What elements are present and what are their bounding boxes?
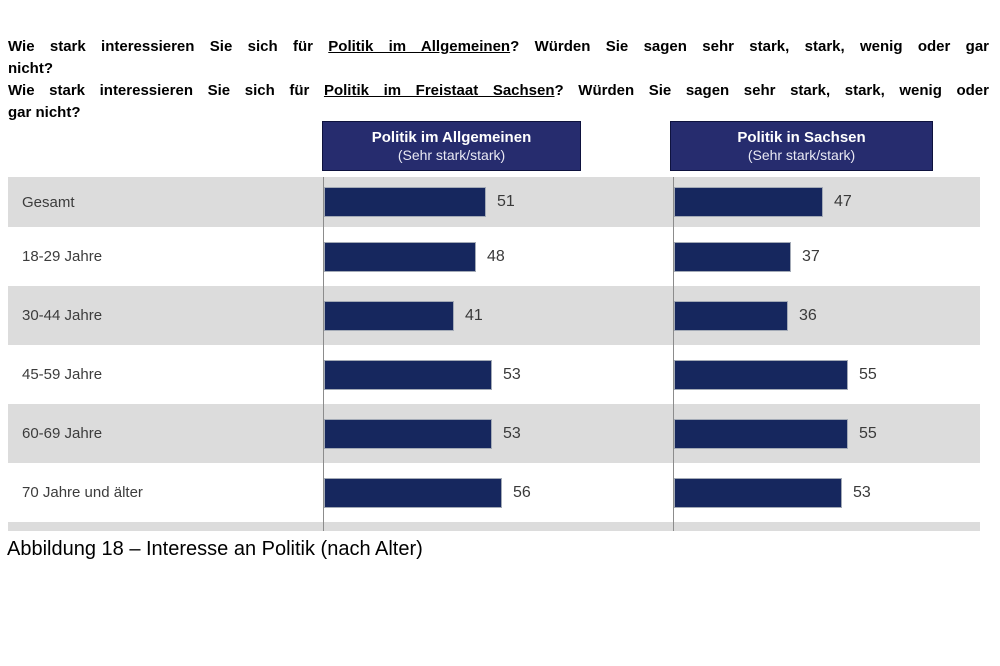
bar-value: 36 [799, 306, 817, 324]
question-underlined-phrase: Politik im Allgemeinen [328, 38, 511, 55]
column-header-subtitle: (Sehr stark/stark) [747, 147, 856, 163]
row-label: 30-44 Jahre [22, 307, 103, 324]
bar [674, 300, 788, 331]
bar [674, 187, 823, 217]
bar-group: 36 [674, 286, 817, 345]
question-underlined-phrase: Politik im Freistaat Sachsen [323, 82, 555, 99]
question-text: Wie stark interessieren Sie sich für [8, 38, 329, 55]
question-text: nicht? [8, 60, 53, 77]
bar [674, 418, 848, 449]
column-header-sachsen: Politik in Sachsen (Sehr stark/stark) [670, 121, 933, 171]
bar-value: 55 [859, 424, 877, 442]
row-label: 70 Jahre und älter [22, 484, 143, 501]
bar-value: 47 [834, 193, 852, 210]
bar [324, 187, 486, 217]
bar [324, 418, 492, 449]
bar-group: 53 [324, 345, 521, 404]
row-label: Gesamt [22, 193, 75, 211]
bar [324, 300, 454, 331]
bar [324, 241, 476, 272]
row-label: 60-69 Jahre [22, 425, 103, 442]
bar [324, 359, 492, 390]
row-label: 18-29 Jahre [22, 248, 103, 265]
bar [674, 477, 842, 508]
question-text: ? Würden Sie sagen sehr stark, stark, we… [510, 38, 989, 55]
bar-value: 55 [859, 365, 877, 383]
table-row: Gesamt 51 47 [8, 177, 980, 227]
column-header-title: Politik in Sachsen [737, 129, 866, 146]
bar-group: 37 [674, 227, 820, 286]
question-line: nicht? [8, 58, 989, 80]
chart-table: Gesamt 51 47 18-29 Jahre 48 37 30-44 Jahre 41 36… [8, 177, 980, 531]
row-label: 45-59 Jahre [22, 366, 103, 383]
bar-value: 53 [503, 365, 521, 383]
table-row: 70 Jahre und älter 56 53 [8, 463, 980, 522]
table-bottom-strip [8, 522, 980, 531]
bar-group: 53 [674, 463, 871, 522]
column-header-subtitle: (Sehr stark/stark) [397, 147, 506, 163]
bar-group: 56 [324, 463, 531, 522]
bar-group: 55 [674, 404, 877, 463]
question-block: Wie stark interessieren Sie sich für Pol… [8, 36, 989, 124]
table-row: 60-69 Jahre 53 55 [8, 404, 980, 463]
bar [324, 477, 502, 508]
table-row: 30-44 Jahre 41 36 [8, 286, 980, 345]
bar-value: 37 [802, 247, 820, 265]
column-header-title: Politik im Allgemeinen [371, 129, 532, 146]
bar [674, 241, 791, 272]
axis-line-right [673, 177, 674, 531]
bar-group: 41 [324, 286, 483, 345]
bar [674, 359, 848, 390]
question-line: Wie stark interessieren Sie sich für Pol… [8, 80, 989, 102]
question-line: gar nicht? [8, 102, 989, 124]
bar-value: 53 [503, 424, 521, 442]
question-text: Wie stark interessieren Sie sich für [8, 82, 324, 99]
question-line: Wie stark interessieren Sie sich für Pol… [8, 36, 989, 58]
axis-line-left [323, 177, 324, 531]
figure-caption: Abbildung 18 – Interesse an Politik (nac… [7, 538, 423, 560]
table-row: 18-29 Jahre 48 37 [8, 227, 980, 286]
bar-value: 56 [513, 483, 531, 501]
table-row: 45-59 Jahre 53 55 [8, 345, 980, 404]
question-text: gar nicht? [8, 104, 81, 121]
bar-value: 53 [853, 483, 871, 501]
bar-value: 48 [487, 247, 505, 265]
bar-group: 47 [674, 177, 852, 227]
bar-group: 55 [674, 345, 877, 404]
bar-value: 51 [497, 193, 515, 210]
question-text: ? Würden Sie sagen sehr stark, stark, we… [554, 82, 989, 99]
bar-value: 41 [465, 306, 483, 324]
column-header-allgemein: Politik im Allgemeinen (Sehr stark/stark… [322, 121, 581, 171]
bar-group: 51 [324, 177, 515, 227]
bar-group: 53 [324, 404, 521, 463]
bar-group: 48 [324, 227, 505, 286]
